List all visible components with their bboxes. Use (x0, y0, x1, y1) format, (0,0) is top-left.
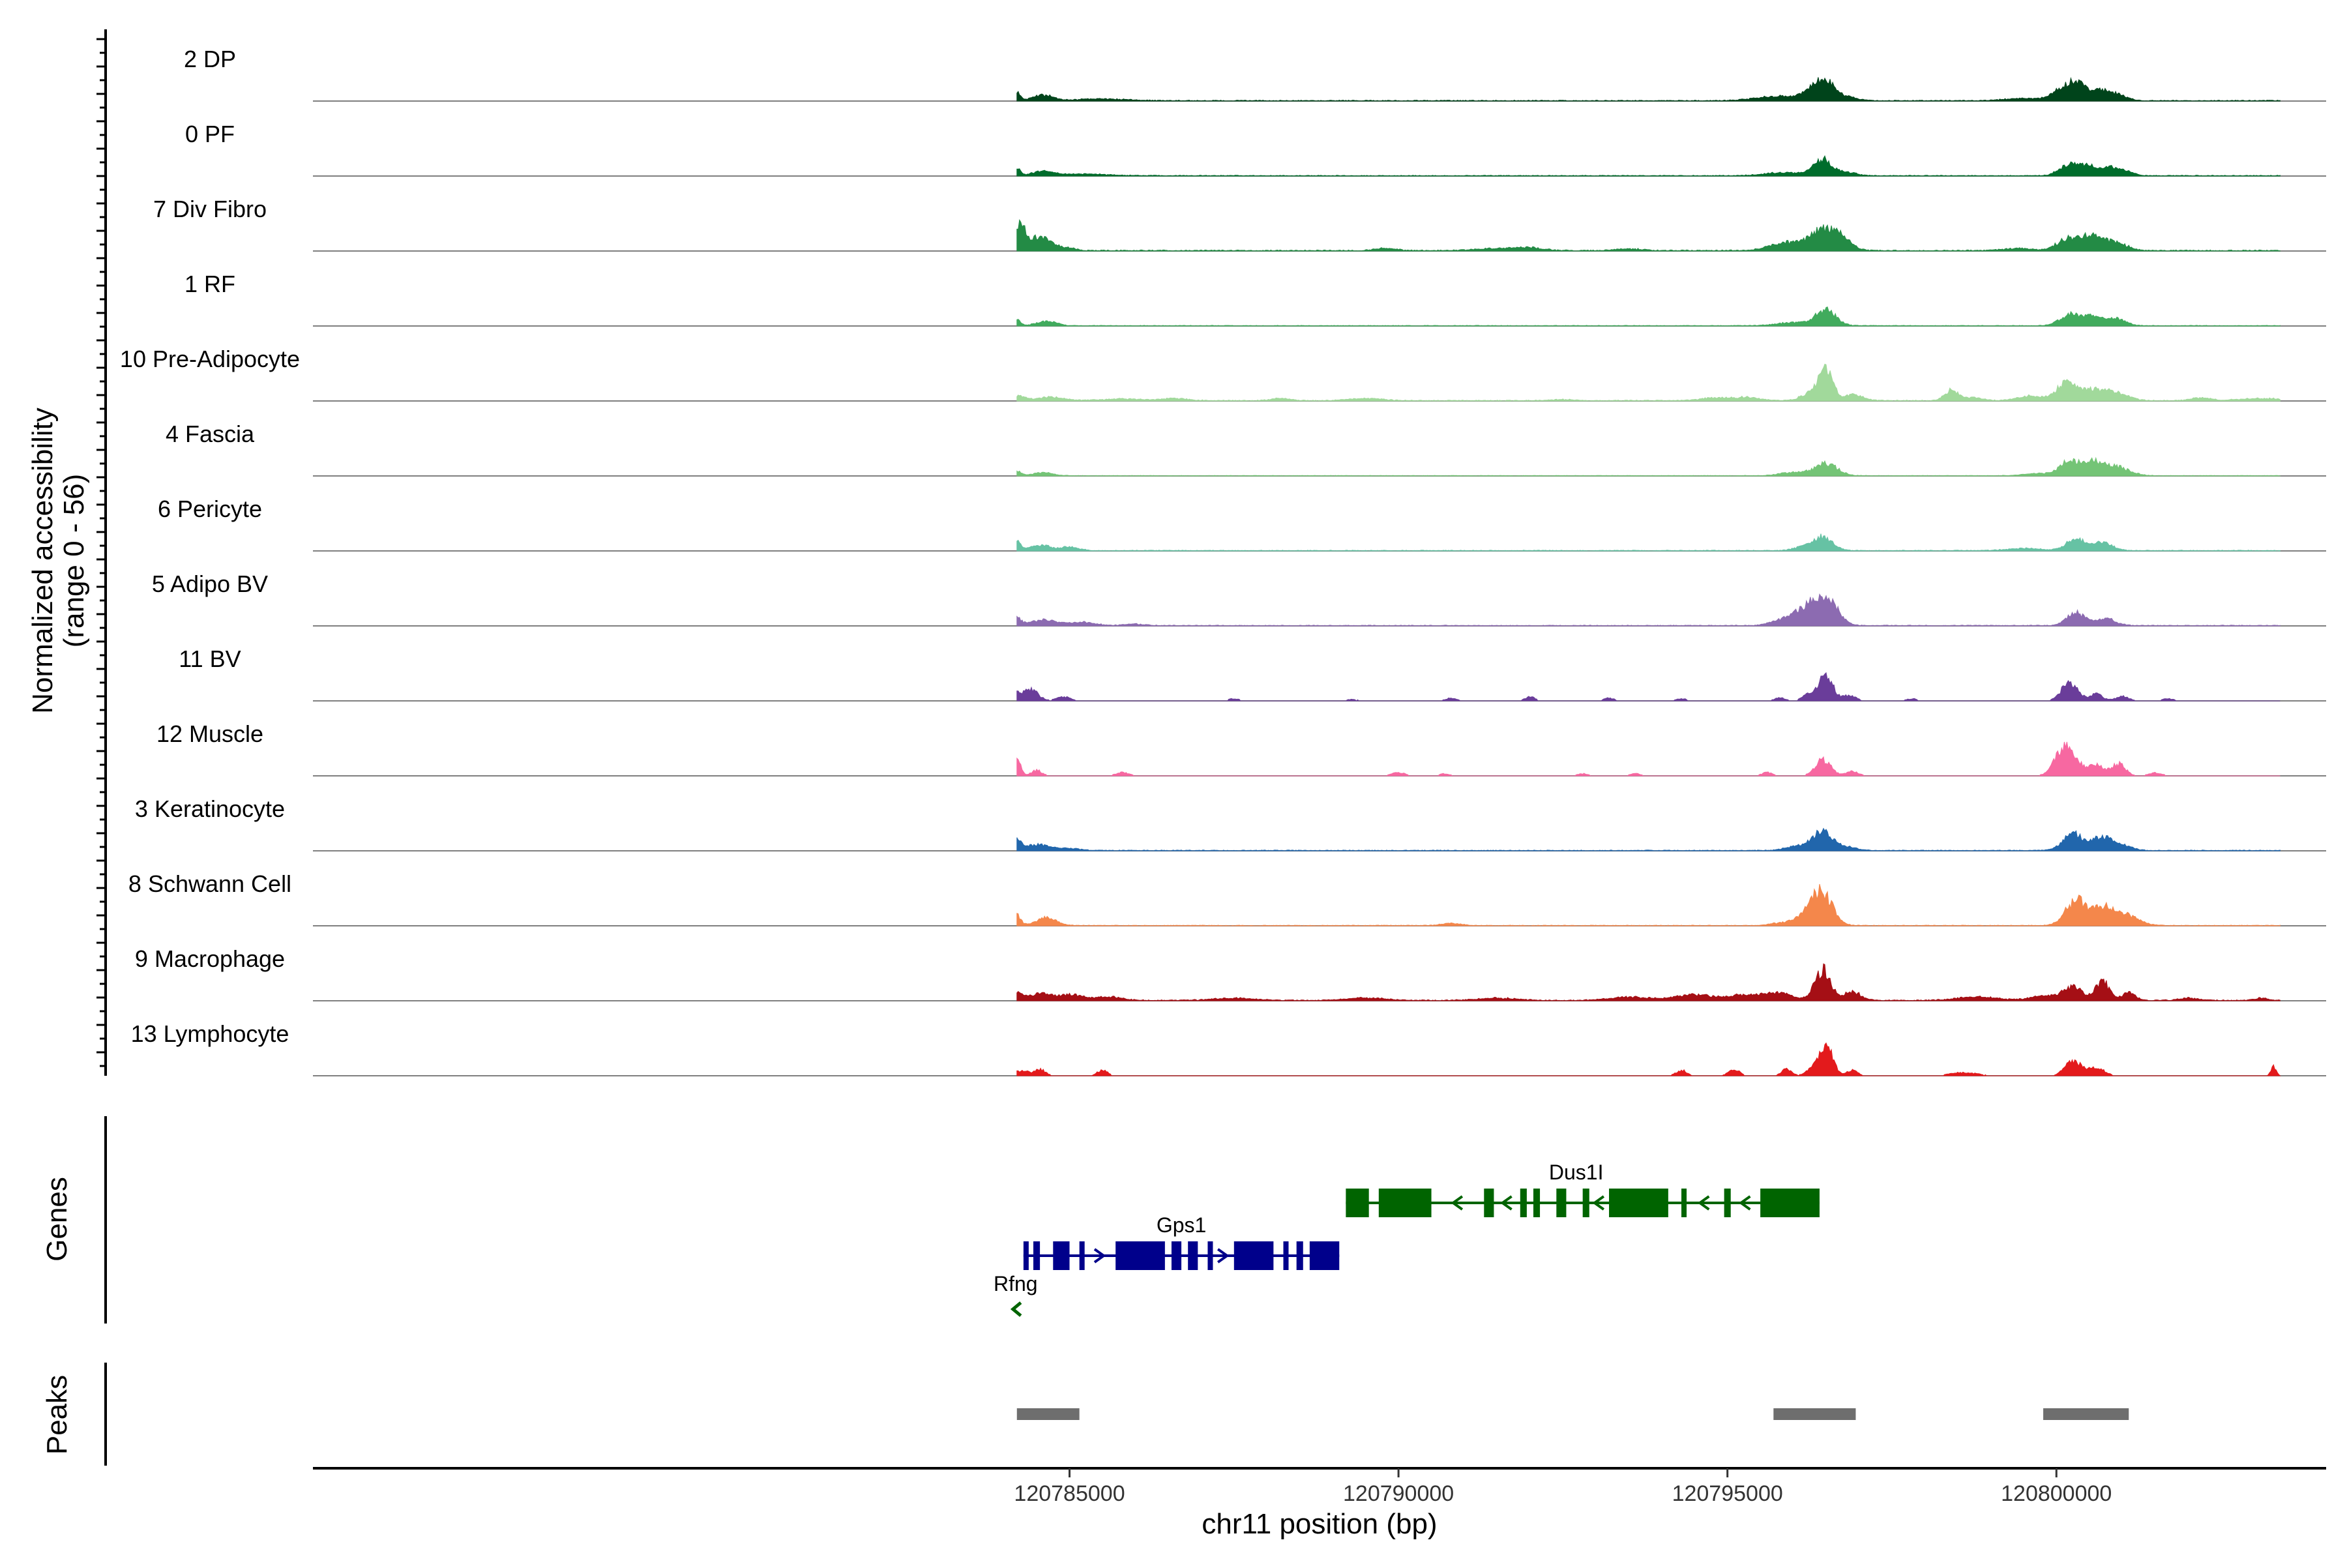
track-10-pre-adipocyte: 10 Pre-Adipocyte (120, 346, 2326, 402)
y-axis-subtitle: (range 0 - 56) (58, 474, 90, 648)
track-label: 1 RF (185, 271, 235, 297)
gene-exon (1079, 1241, 1085, 1270)
gene-exon (1296, 1241, 1303, 1270)
gene-exon (1681, 1189, 1687, 1217)
track-3-keratinocyte: 3 Keratinocyte (135, 795, 2326, 851)
coverage-area (1016, 963, 2281, 1001)
peak-region (1773, 1408, 1856, 1420)
gene-label: Dus1I (1549, 1161, 1604, 1184)
genes-panel-label: Genes (41, 1177, 73, 1262)
track-label: 9 Macrophage (135, 945, 285, 972)
track-13-lymphocyte: 13 Lymphocyte (131, 1020, 2326, 1076)
gene-exon (1484, 1189, 1494, 1217)
track-label: 10 Pre-Adipocyte (120, 346, 300, 372)
coverage-area (1016, 593, 2281, 627)
peaks-panel-label: Peaks (41, 1375, 73, 1455)
strand-arrow (1697, 1195, 1710, 1211)
x-tick-label: 120795000 (1672, 1481, 1783, 1506)
gene-gps1: Gps1 (1023, 1213, 1340, 1270)
gene-dus1l: Dus1I (1346, 1161, 1820, 1217)
track-label: 12 Muscle (156, 720, 263, 747)
gene-exon (1023, 1241, 1029, 1270)
track-7-div-fibro: 7 Div Fibro (153, 196, 2326, 252)
track-2-dp: 2 DP (184, 46, 2326, 102)
track-label: 8 Schwann Cell (128, 870, 291, 897)
coverage-area (1016, 883, 2281, 926)
coverage-area (1016, 76, 2281, 102)
peak-regions (1016, 1408, 2129, 1420)
coverage-area (1016, 363, 2281, 402)
gene-exon (1582, 1189, 1589, 1217)
coverage-area (1016, 741, 2281, 777)
gene-exon (1378, 1189, 1432, 1217)
gene-exon (1533, 1189, 1541, 1217)
strand-arrow (1738, 1195, 1751, 1211)
peak-region (1016, 1408, 1080, 1420)
peak-region (2043, 1408, 2129, 1420)
gene-exon (1115, 1241, 1165, 1270)
coverage-area (1016, 533, 2281, 552)
gene-exon (1053, 1241, 1070, 1270)
track-6-pericyte: 6 Pericyte (158, 496, 2326, 552)
track-8-schwann-cell: 8 Schwann Cell (128, 870, 2326, 926)
x-axis-ticks: 120785000 120790000 120795000 120800000 (1014, 1468, 2112, 1506)
strand-arrow (1093, 1248, 1106, 1264)
coverage-area (1016, 155, 2281, 177)
coverage-area (1016, 827, 2281, 851)
gene-exon (1207, 1241, 1213, 1270)
track-label: 7 Div Fibro (153, 196, 267, 222)
gene-rfng: Rfng (994, 1272, 1038, 1317)
gene-exon (1171, 1241, 1182, 1270)
gene-exon (1724, 1189, 1731, 1217)
strand-arrow (1010, 1301, 1022, 1317)
coverage-tracks: 2 DP 0 PF 7 Div Fibro 1 RF 10 Pre-Adipocyte 4… (120, 46, 2326, 1076)
track-label: 2 DP (184, 46, 236, 72)
track-label: 0 PF (185, 121, 235, 147)
gene-exon (1520, 1189, 1527, 1217)
gene-exon (1233, 1241, 1274, 1270)
strand-arrow (1451, 1195, 1464, 1211)
track-9-macrophage: 9 Macrophage (135, 945, 2326, 1001)
track-label: 3 Keratinocyte (135, 795, 285, 822)
x-tick-label: 120800000 (2001, 1481, 2112, 1506)
strand-arrow (1500, 1195, 1513, 1211)
x-axis-title: chr11 position (bp) (1202, 1508, 1437, 1540)
gene-exon (1609, 1189, 1668, 1217)
gene-label: Gps1 (1157, 1213, 1206, 1237)
gene-exon (1760, 1189, 1820, 1217)
gene-annotations: Dus1I Gps1 Rfng (994, 1161, 1820, 1317)
coverage-area (1016, 1042, 2281, 1076)
gene-exon (1556, 1189, 1567, 1217)
track-label: 4 Fascia (166, 421, 255, 447)
gene-label: Rfng (994, 1272, 1038, 1295)
x-tick-label: 120790000 (1343, 1481, 1454, 1506)
gene-exon (1346, 1189, 1369, 1217)
y-axis-title: Normalized accessibility (27, 407, 59, 713)
track-label: 13 Lymphocyte (131, 1020, 289, 1047)
track-12-muscle: 12 Muscle (156, 720, 2326, 777)
coverage-y-ticks (96, 38, 106, 1067)
coverage-area (1016, 456, 2281, 477)
strand-arrow (1592, 1195, 1605, 1211)
strand-arrow (1217, 1248, 1230, 1264)
track-5-adipo-bv: 5 Adipo BV (152, 570, 2326, 627)
track-11-bv: 11 BV (179, 645, 2326, 702)
gene-exon (1309, 1241, 1340, 1270)
track-4-fascia: 4 Fascia (166, 421, 2326, 477)
coverage-area (1016, 306, 2281, 327)
coverage-area (1016, 218, 2281, 252)
track-label: 11 BV (179, 645, 241, 672)
x-tick-label: 120785000 (1014, 1481, 1125, 1506)
track-label: 6 Pericyte (158, 496, 262, 522)
gene-exon (1033, 1241, 1041, 1270)
track-0-pf: 0 PF (185, 121, 2326, 177)
gene-exon (1283, 1241, 1289, 1270)
track-label: 5 Adipo BV (152, 570, 268, 597)
track-1-rf: 1 RF (185, 271, 2326, 327)
coverage-area (1016, 672, 2281, 702)
gene-exon (1188, 1241, 1198, 1270)
